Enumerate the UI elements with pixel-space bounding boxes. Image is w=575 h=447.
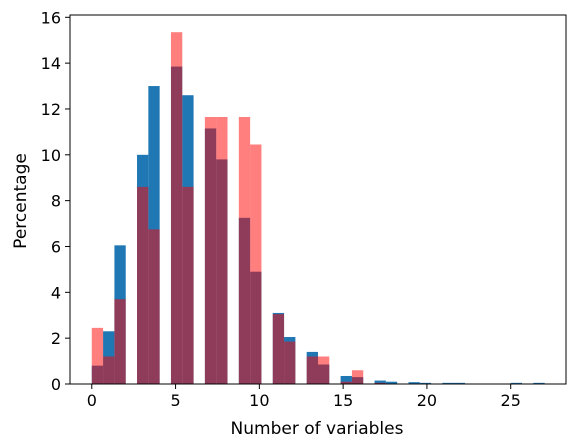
bar-series2-16 [351,370,364,384]
bar-series1-18 [385,381,398,384]
bar-series2-10 [250,144,262,384]
bar-series2-15 [340,381,352,384]
x-axis-label: Number of variables [231,419,404,439]
bars-layer [91,32,545,385]
bar-series1-21 [442,382,454,384]
bar-series2-2 [114,299,126,384]
bar-series2-3 [137,186,149,384]
plot-frame [69,14,567,385]
bar-series2-12 [284,341,296,384]
bar-series2-11 [272,314,285,384]
y-tick-label: 4 [51,283,61,302]
bar-series2-5 [170,32,183,384]
x-tick-label: 15 [333,391,353,410]
y-tick-label: 8 [51,192,61,211]
x-tick-label: 5 [170,391,180,410]
bar-series2-8 [216,116,228,385]
y-tick-label: 14 [41,54,61,73]
bar-series2-4 [148,229,160,384]
bar-series2-0 [91,327,104,384]
bar-series1-23 [510,382,523,384]
x-tick-label: 20 [417,391,437,410]
bar-series2-7 [204,116,217,385]
bar-series1-15 [340,375,352,384]
y-tick-label: 6 [51,237,61,256]
y-axis-label: Percentage [11,153,31,249]
bar-series2-14 [318,356,330,384]
bar-series2-1 [103,356,115,384]
x-tick-label: 25 [501,391,521,410]
x-tick-label: 0 [87,391,97,410]
axes-layer: 0 5 10 15 20 25 0 2 4 6 8 10 12 14 16 [41,8,567,410]
bar-series1-20 [419,382,432,384]
y-tick-label: 2 [51,329,61,348]
bar-series2-6 [182,186,194,384]
x-tick-label: 10 [249,391,269,410]
bar-series1-22 [453,382,466,384]
y-tick-label: 16 [41,8,61,27]
bar-series2-13 [306,356,318,384]
y-tick-label: 0 [51,375,61,394]
y-tick-label: 10 [41,146,61,165]
y-tick-label: 12 [41,100,61,119]
bar-series1-19 [408,382,420,384]
bar-series1-17 [374,380,386,384]
bar-series2-9 [238,116,251,385]
bar-series2-17 [374,382,386,384]
bar-series1-24 [533,382,545,384]
